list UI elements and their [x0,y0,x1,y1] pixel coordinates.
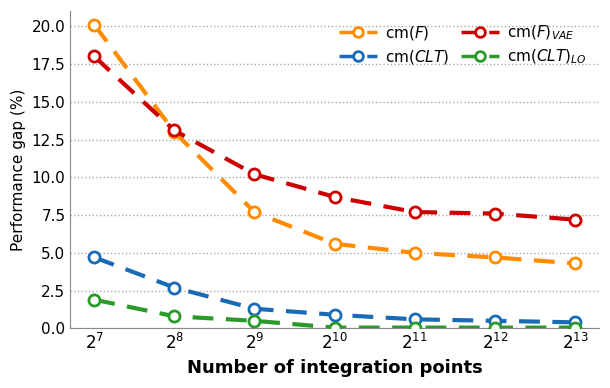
Legend: cm($\mathit{F}$), cm($\mathit{CLT}$), cm($\mathit{F}$)$_{\mathit{VAE}}$, cm($\ma: cm($\mathit{F}$), cm($\mathit{CLT}$), cm… [334,19,591,71]
Y-axis label: Performance gap (%): Performance gap (%) [11,88,26,251]
X-axis label: Number of integration points: Number of integration points [187,359,483,377]
